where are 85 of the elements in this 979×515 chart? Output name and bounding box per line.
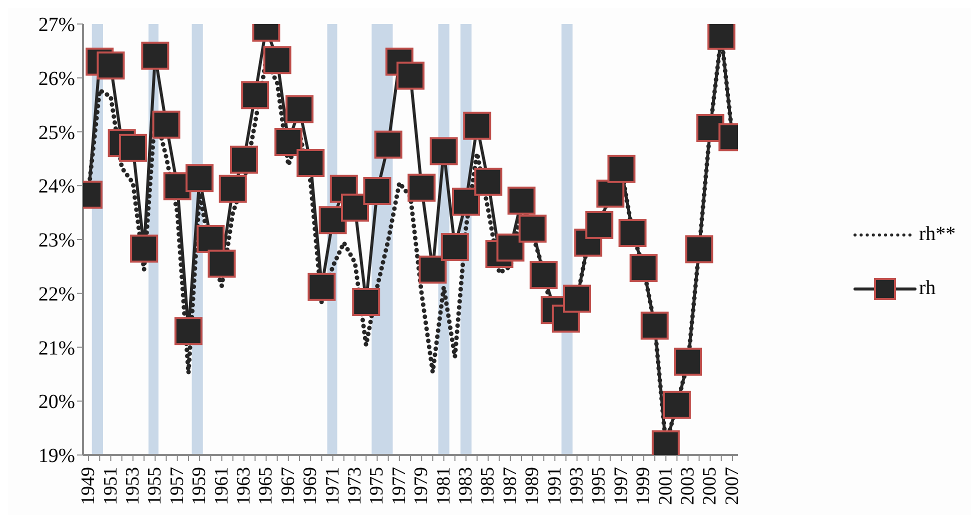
point: [685, 235, 714, 264]
point: [707, 24, 736, 50]
x-tick-label: 1981: [433, 467, 454, 505]
point: [518, 214, 547, 243]
x-tick-label: 1993: [566, 467, 588, 505]
point: [408, 174, 436, 202]
point: [174, 317, 202, 346]
point: [196, 224, 225, 253]
y-tick-label: 22%: [38, 283, 75, 306]
x-tick-label: 1971: [322, 467, 344, 505]
point: [363, 177, 392, 206]
x-tick-label: 2005: [700, 467, 721, 505]
point: [352, 288, 380, 316]
point: [396, 62, 424, 90]
x-tick-label: 1989: [522, 467, 544, 505]
point: [596, 180, 624, 208]
x-tick-label: 1959: [189, 467, 210, 505]
x-tick-label: 1961: [211, 467, 232, 505]
point: [374, 130, 402, 159]
point: [208, 250, 236, 278]
x-tick-label: 1951: [100, 467, 122, 505]
y-tick-label: 25%: [38, 122, 75, 144]
x-tick-label: 1995: [588, 467, 610, 505]
point: [463, 112, 492, 140]
point: [218, 174, 247, 203]
point: [674, 348, 702, 376]
point: [186, 164, 214, 192]
point: [563, 284, 592, 313]
x-tick-label: 1983: [456, 467, 477, 505]
point: [141, 42, 170, 70]
point: [640, 312, 669, 340]
x-tick-label: 1991: [544, 467, 566, 505]
point: [418, 256, 447, 284]
x-tick-label: 1999: [633, 467, 654, 505]
point: [340, 194, 369, 222]
x-tick-label: 1955: [144, 467, 166, 505]
x-tick-label: 1987: [500, 467, 521, 505]
point: [241, 81, 270, 110]
x-tick-label: 1975: [366, 467, 388, 505]
point: [230, 146, 258, 174]
point: [607, 154, 636, 183]
y-tick-label: 24%: [38, 176, 75, 198]
point: [508, 186, 536, 215]
legend-label: rh: [919, 277, 936, 300]
x-tick-label: 1957: [166, 467, 188, 505]
x-tick-label: 1953: [122, 467, 144, 505]
point: [452, 188, 480, 216]
point: [296, 148, 325, 177]
point: [496, 234, 524, 262]
x-tick-label: 2003: [678, 467, 699, 505]
point: [152, 110, 180, 139]
point: [430, 137, 458, 166]
point: [630, 254, 658, 282]
x-tick-label: 1985: [478, 467, 499, 505]
point: [118, 134, 147, 162]
y-tick-label: 21%: [38, 337, 75, 360]
x-tick-label: 1979: [411, 467, 432, 505]
x-tick-label: 1997: [610, 467, 632, 505]
x-tick-label: 1949: [78, 467, 100, 505]
point: [96, 51, 125, 80]
point: [130, 234, 158, 263]
y-tick-label: 19%: [38, 445, 75, 468]
point: [585, 210, 614, 239]
x-tick-label: 1963: [233, 467, 254, 505]
point: [618, 219, 647, 248]
x-tick-label: 2001: [655, 467, 676, 505]
point: [308, 272, 336, 301]
x-tick-label: 1973: [344, 467, 366, 505]
point: [440, 233, 469, 262]
point: [474, 168, 502, 196]
x-tick-label: 2007: [722, 467, 743, 505]
point: [263, 46, 292, 74]
x-tick-label: 1967: [278, 467, 299, 505]
x-tick-label: 1977: [388, 467, 410, 505]
y-tick-label: 26%: [38, 68, 75, 90]
point: [285, 95, 314, 124]
point: [530, 261, 558, 290]
y-tick-label: 23%: [38, 230, 75, 252]
y-tick-label: 27%: [38, 14, 75, 36]
x-tick-label: 1965: [256, 467, 277, 505]
point: [662, 390, 691, 419]
legend-label: rh**: [919, 223, 956, 246]
y-tick-label: 20%: [38, 391, 75, 414]
x-tick-label: 1969: [300, 467, 322, 505]
point: [274, 128, 302, 156]
